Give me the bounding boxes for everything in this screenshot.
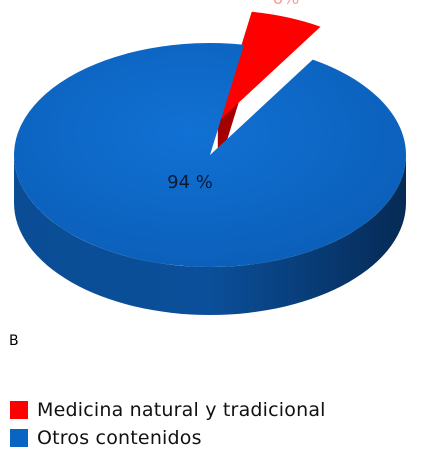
legend-label-otros: Otros contenidos [37,427,202,449]
pie-slice-medicina [217,11,321,123]
pie-slice-otros [13,42,406,268]
legend-item-medicina: Medicina natural y tradicional [10,396,326,424]
legend: Medicina natural y tradicional Otros con… [10,396,326,452]
legend-swatch-otros [10,429,28,447]
legend-swatch-medicina [10,401,28,419]
pie-slice-side-otros [14,155,406,315]
legend-label-medicina: Medicina natural y tradicional [37,399,326,421]
legend-item-otros: Otros contenidos [10,424,326,452]
pie-chart: 6% 94 % [13,0,406,315]
panel-label: B [9,333,19,349]
pie-label-medicina: 6% [272,0,299,9]
pie-label-otros: 94 % [167,172,213,193]
